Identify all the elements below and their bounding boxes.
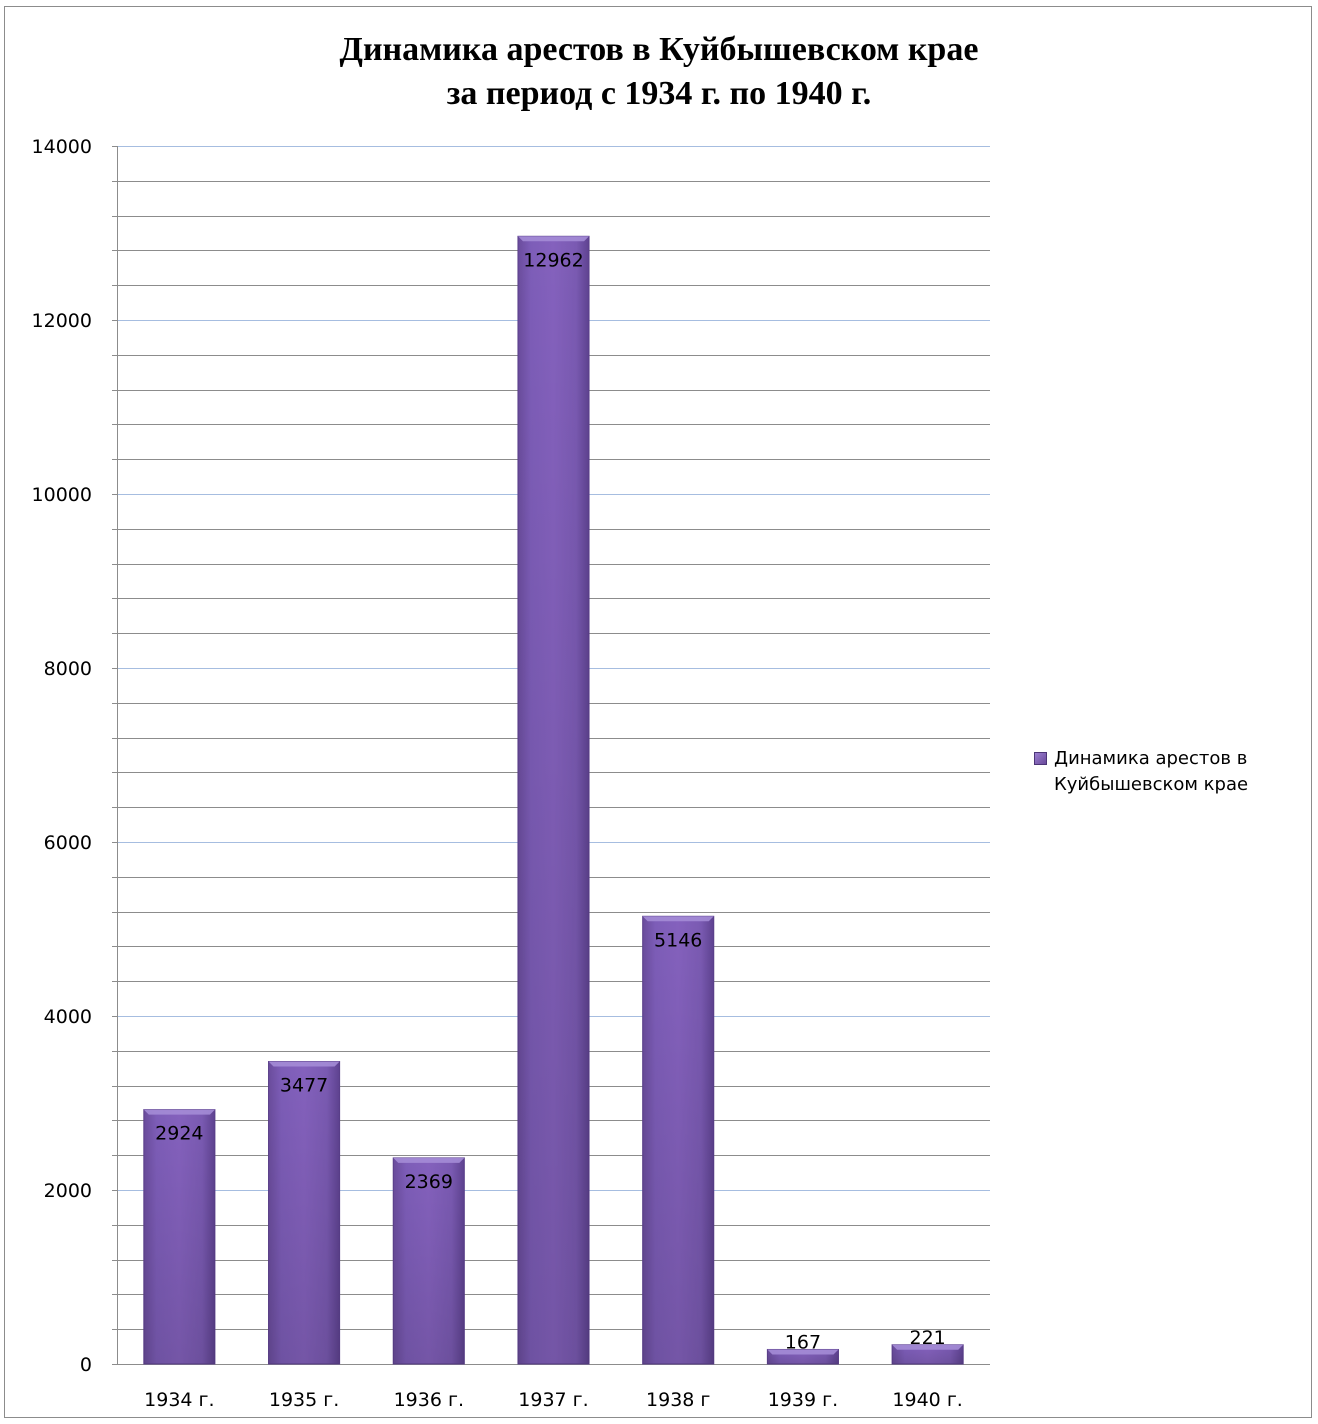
data-label: 2924 xyxy=(155,1123,203,1145)
bar-shade xyxy=(642,916,714,1364)
data-label: 167 xyxy=(785,1331,821,1353)
x-tick-label: 1935 г. xyxy=(269,1389,339,1411)
x-tick-label: 1934 г. xyxy=(144,1389,214,1411)
bar-bevel xyxy=(767,1349,839,1355)
bar-shade xyxy=(143,1109,215,1364)
x-tick-label: 1939 г. xyxy=(768,1389,838,1411)
bar-bevel xyxy=(642,916,714,922)
y-tick-label: 14000 xyxy=(32,136,92,158)
bar-bevel xyxy=(892,1344,964,1350)
axes xyxy=(112,146,990,1365)
data-label: 3477 xyxy=(280,1075,328,1097)
bar-shade xyxy=(517,236,590,1364)
y-tick-label: 2000 xyxy=(44,1180,92,1202)
y-tick-label: 12000 xyxy=(32,310,92,332)
y-tick-label: 6000 xyxy=(44,832,92,854)
bar-shade xyxy=(393,1157,465,1364)
x-tick-label: 1940 г. xyxy=(892,1389,962,1411)
bar-shade xyxy=(268,1061,340,1364)
chart-title-line-2: за период с 1934 г. по 1940 г. xyxy=(446,75,872,112)
y-tick-label: 10000 xyxy=(32,484,92,506)
y-tick-label: 4000 xyxy=(44,1006,92,1028)
y-tick-label: 8000 xyxy=(44,658,92,680)
data-label: 2369 xyxy=(405,1171,453,1193)
legend-label: Динамика арестов в Куйбышевском крае xyxy=(1054,748,1249,795)
bar-bevel xyxy=(517,236,590,242)
data-labels: 2924 3477 2369 12962 5146 167 221 xyxy=(155,249,946,1353)
chart-title-line-1: Динамика арестов в Куйбышевском крае xyxy=(339,31,979,68)
tick-labels: 0 2000 4000 6000 8000 10000 12000 14000 1934 г. 1… xyxy=(32,136,963,1411)
legend-swatch xyxy=(1034,752,1047,765)
data-label: 221 xyxy=(910,1327,946,1349)
data-label: 5146 xyxy=(654,929,702,951)
x-tick-label: 1936 г. xyxy=(394,1389,464,1411)
x-tick-label: 1937 г. xyxy=(518,1389,588,1411)
x-tick-label: 1938 г xyxy=(646,1389,710,1411)
bar-bevel xyxy=(143,1109,215,1115)
bar-bevel xyxy=(268,1061,340,1067)
bars xyxy=(143,235,964,1365)
data-label: 12962 xyxy=(523,249,583,271)
bar-bevel xyxy=(393,1157,465,1163)
y-tick-label: 0 xyxy=(80,1354,92,1376)
